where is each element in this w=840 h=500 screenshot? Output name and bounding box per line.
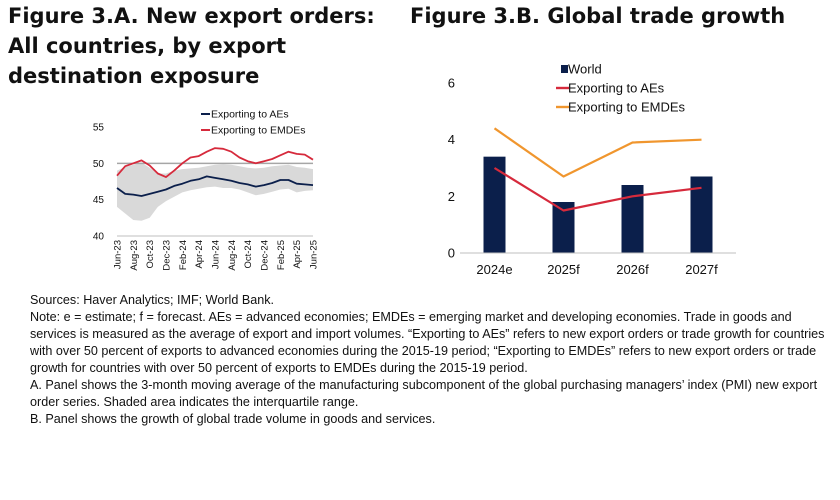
axes-layer: 0 2 4 6 2024e 2025f 2026f 2027f bbox=[448, 76, 736, 277]
panel-b-note: B. Panel shows the growth of global trad… bbox=[30, 412, 436, 426]
axes-layer: 40 45 50 55 Jun-23 Aug-23 Oct-23 Dec-23 Feb-24 Ap… bbox=[93, 123, 320, 271]
iqr-band-layer bbox=[117, 162, 313, 221]
x-tick-label: Oct-23 bbox=[145, 240, 156, 269]
x-tick-label: Oct-24 bbox=[243, 240, 254, 269]
series-line-emdes bbox=[116, 147, 314, 178]
x-tick-label: Feb-24 bbox=[178, 240, 189, 270]
x-tick-label: 2025f bbox=[547, 262, 580, 277]
sources-text: Sources: Haver Analytics; IMF; World Ban… bbox=[30, 293, 275, 307]
legend-label: Exporting to EMDEs bbox=[568, 100, 686, 115]
x-tick-label: Apr-25 bbox=[292, 240, 303, 269]
x-tick-label: Apr-24 bbox=[194, 240, 205, 269]
series-line-aes bbox=[116, 175, 314, 197]
panel-a-note: A. Panel shows the 3-month moving averag… bbox=[30, 378, 818, 409]
legend-label: Exporting to AEs bbox=[211, 109, 289, 121]
notes: Sources: Haver Analytics; IMF; World Ban… bbox=[30, 292, 828, 428]
y-tick-label: 40 bbox=[93, 232, 105, 243]
y-tick-label: 0 bbox=[448, 246, 455, 261]
series-lines-layer bbox=[116, 147, 314, 197]
series-line-emdes bbox=[493, 127, 702, 178]
bar-2026f bbox=[621, 185, 644, 253]
y-tick-label: 4 bbox=[448, 132, 455, 147]
legend-label: World bbox=[568, 62, 602, 77]
x-tick-label: Feb-25 bbox=[276, 240, 287, 270]
y-tick-label: 45 bbox=[93, 195, 105, 206]
panel-b-title: Figure 3.B. Global trade growth bbox=[410, 4, 786, 28]
series-line-aes bbox=[493, 167, 702, 212]
legend: Exporting to AEs Exporting to EMDEs bbox=[201, 109, 306, 137]
x-tick-label: 2024e bbox=[476, 262, 512, 277]
chart-b: 0 2 4 6 2024e 2025f 2026f 2027f World Exporting … bbox=[448, 62, 736, 277]
x-tick-label: 2026f bbox=[616, 262, 649, 277]
x-tick-label: Aug-23 bbox=[129, 240, 140, 271]
panel-a-title: Figure 3.A. New export orders: All count… bbox=[8, 4, 375, 88]
x-tick-label: Jun-25 bbox=[309, 240, 320, 269]
y-tick-label: 50 bbox=[93, 159, 105, 170]
legend-label: Exporting to AEs bbox=[568, 81, 665, 96]
bar-2027f bbox=[690, 176, 713, 253]
x-tick-label: 2027f bbox=[685, 262, 718, 277]
legend-label: Exporting to EMDEs bbox=[211, 125, 306, 137]
note-text: Note: e = estimate; f = forecast. AEs = … bbox=[30, 310, 825, 375]
y-tick-label: 6 bbox=[448, 76, 455, 91]
x-tick-label: Jun-24 bbox=[211, 240, 222, 269]
bars-layer bbox=[483, 156, 713, 253]
bar-2025f bbox=[552, 202, 575, 253]
x-tick-label: Aug-24 bbox=[227, 240, 238, 271]
y-tick-label: 2 bbox=[448, 189, 455, 204]
x-tick-label: Dec-24 bbox=[260, 240, 271, 271]
x-tick-label: Dec-23 bbox=[162, 240, 173, 271]
legend-swatch bbox=[561, 65, 568, 73]
chart-a: 40 45 50 55 Jun-23 Aug-23 Oct-23 Dec-23 Feb-24 Ap… bbox=[93, 109, 320, 271]
legend: World Exporting to AEs Exporting to EMDEs bbox=[556, 62, 686, 115]
bar-2024e bbox=[483, 156, 506, 253]
y-tick-label: 55 bbox=[93, 123, 105, 134]
x-tick-label: Jun-23 bbox=[113, 240, 124, 269]
iqr-band bbox=[117, 162, 313, 221]
series-lines-layer bbox=[493, 127, 702, 212]
